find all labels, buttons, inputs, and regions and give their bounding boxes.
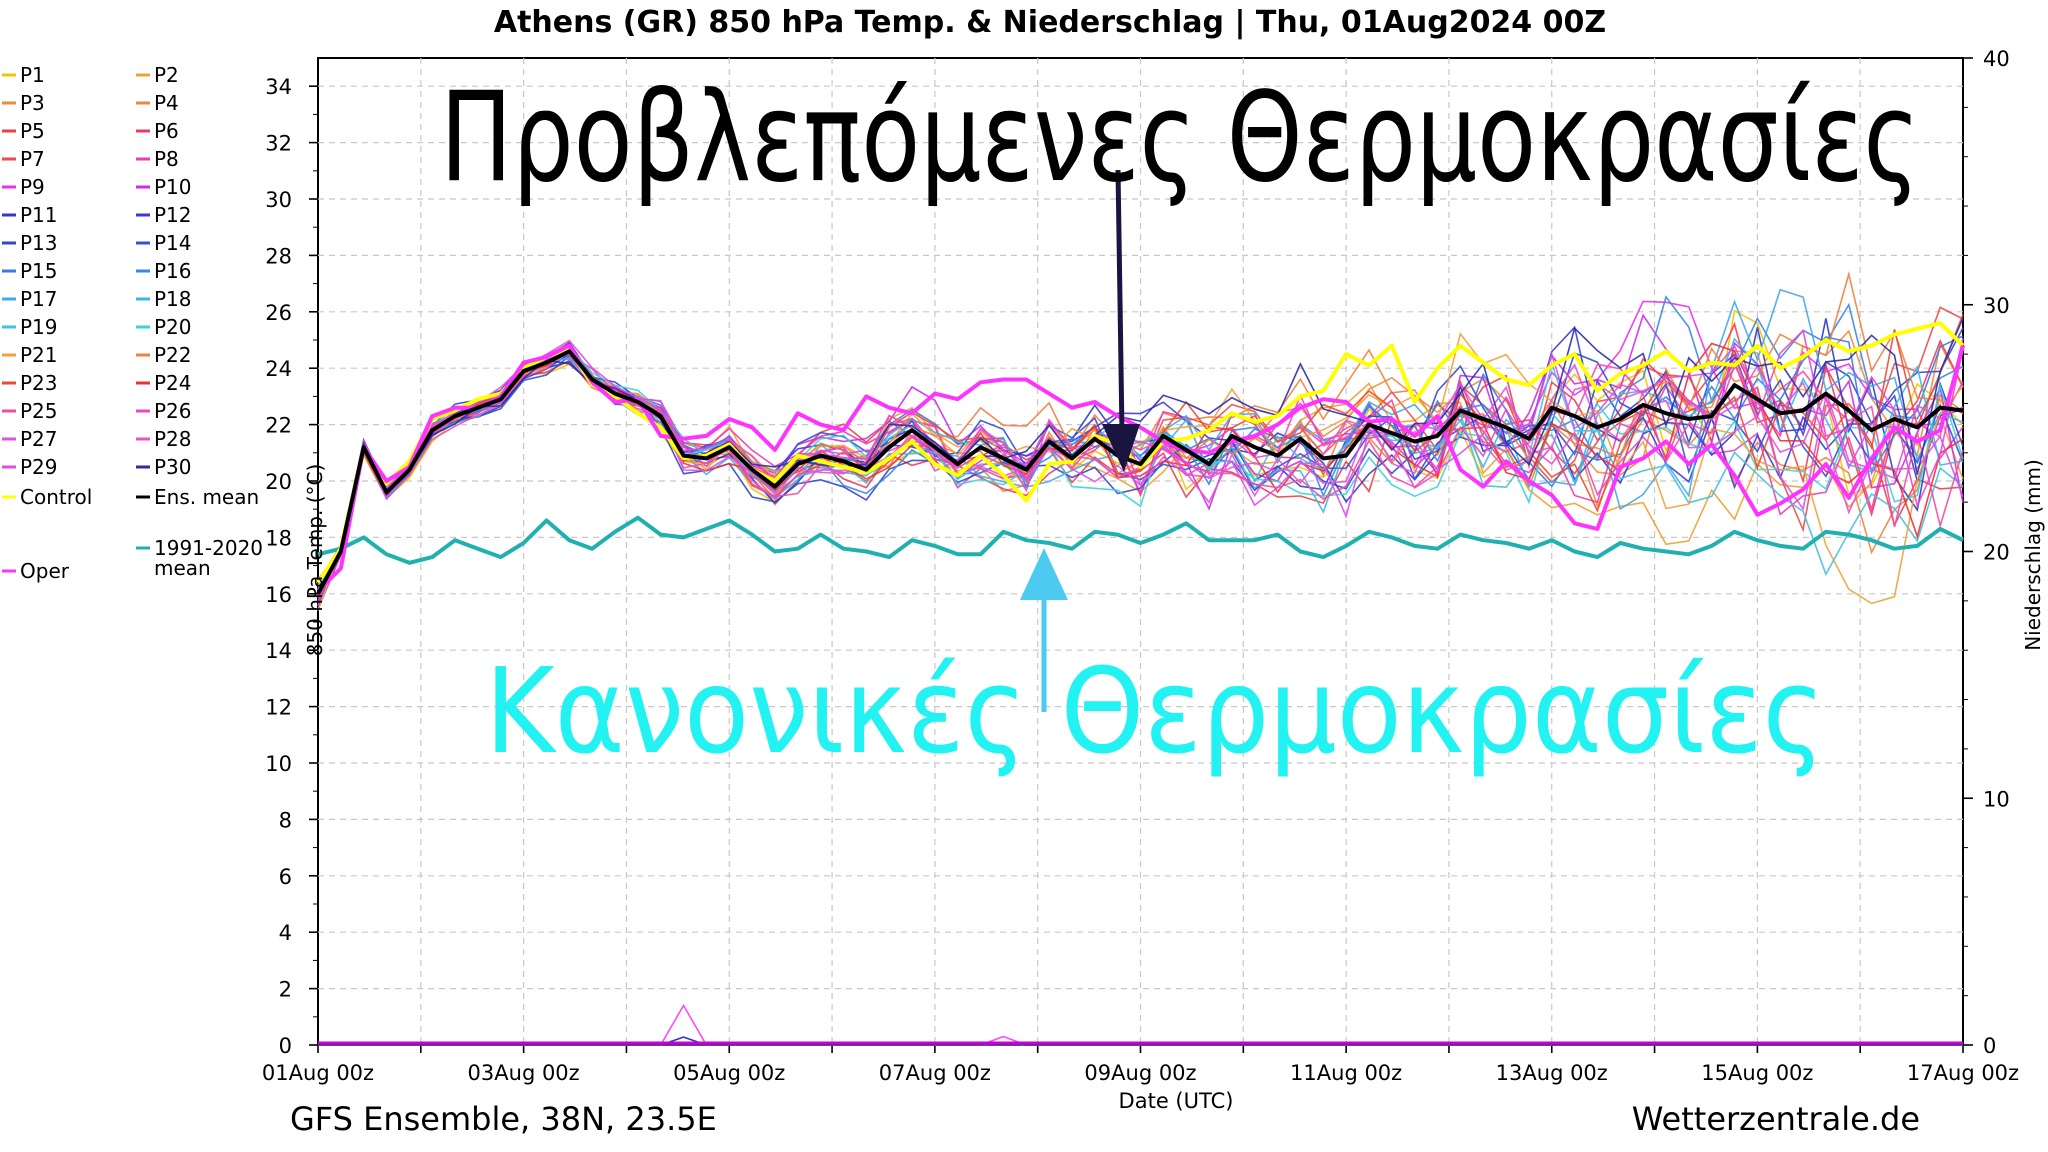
legend-label: P29 xyxy=(20,455,58,479)
plot-area xyxy=(317,57,1964,1046)
legend-label: P25 xyxy=(20,399,58,423)
y-tick-label: 28 xyxy=(265,244,292,268)
legend-label: P28 xyxy=(154,427,192,451)
chart-title: Athens (GR) 850 hPa Temp. & Niederschlag… xyxy=(494,5,1606,40)
legend-label: P11 xyxy=(20,203,58,227)
legend: P1 P2 P3 P4 P5 P6 P7 P8 P9 P10 P11 P12 P13 P14 P15 P16 P… xyxy=(2,63,263,583)
legend-label: P27 xyxy=(20,427,58,451)
y-tick-label: 18 xyxy=(265,526,292,550)
series-line-oper xyxy=(316,343,1965,593)
legend-label: P13 xyxy=(20,231,58,255)
footer-site: Wetterzentrale.de xyxy=(1632,1100,1920,1138)
footer-source: GFS Ensemble, 38N, 23.5E xyxy=(290,1100,717,1138)
legend-label: Oper xyxy=(20,559,70,583)
x-tick-label: 05Aug 00z xyxy=(673,1061,785,1085)
y2-tick-label: 10 xyxy=(1983,787,2010,811)
legend-label: P16 xyxy=(154,259,192,283)
x-tick-label: 09Aug 00z xyxy=(1084,1061,1196,1085)
x-tick-label: 03Aug 00z xyxy=(468,1061,580,1085)
legend-label: P14 xyxy=(154,231,192,255)
legend-label: P3 xyxy=(20,91,45,115)
legend-label: P7 xyxy=(20,147,45,171)
y-tick-label: 8 xyxy=(279,808,292,832)
legend-label: P1 xyxy=(20,63,45,87)
forecast-annotation: Προβλεπόμενες Θερμοκρασίες xyxy=(440,66,1920,210)
x-tick-label: 17Aug 00z xyxy=(1907,1061,2019,1085)
member-line xyxy=(317,345,1964,590)
legend-label: P15 xyxy=(20,259,58,283)
plot-background xyxy=(317,57,1964,1046)
legend-label: P5 xyxy=(20,119,45,143)
legend-label: P2 xyxy=(154,63,179,87)
series-line-ens-mean xyxy=(316,349,1964,595)
y2-axis: 0 10 20 30 40 xyxy=(1963,47,2010,1058)
x-tick-label: 13Aug 00z xyxy=(1496,1061,1608,1085)
y-tick-label: 10 xyxy=(265,752,292,776)
y-tick-label: 2 xyxy=(279,978,292,1002)
forecast-arrow-head xyxy=(1102,424,1140,472)
y2-tick-label: 30 xyxy=(1983,294,2010,318)
y-axis-title: 850 hPa Temp. (°C) xyxy=(303,464,327,657)
y-tick-label: 20 xyxy=(265,470,292,494)
x-tick-label: 07Aug 00z xyxy=(879,1061,991,1085)
normal-arrow-head xyxy=(1020,548,1068,600)
legend-label: P26 xyxy=(154,399,192,423)
y-tick-label: 12 xyxy=(265,696,292,720)
member-line xyxy=(317,339,1964,595)
legend-label: P22 xyxy=(154,343,192,367)
legend-label: Control xyxy=(20,485,92,509)
legend-label: P17 xyxy=(20,287,58,311)
y2-tick-label: 40 xyxy=(1983,47,2010,71)
precip-bump xyxy=(660,1004,708,1046)
legend-label: P6 xyxy=(154,119,179,143)
legend-label: P8 xyxy=(154,147,179,171)
y2-tick-label: 0 xyxy=(1983,1034,1996,1058)
y-tick-label: 14 xyxy=(265,639,292,663)
y-tick-label: 30 xyxy=(265,188,292,212)
legend-label: P24 xyxy=(154,371,192,395)
legend-label: P21 xyxy=(20,343,58,367)
x-tick-label: 11Aug 00z xyxy=(1290,1061,1402,1085)
legend-label: Ens. mean xyxy=(154,485,259,509)
y-tick-label: 16 xyxy=(265,583,292,607)
y2-tick-label: 20 xyxy=(1983,541,2010,565)
legend-label: P4 xyxy=(154,91,179,115)
legend-label: P9 xyxy=(20,175,45,199)
legend-label: P30 xyxy=(154,455,192,479)
x-tick-label: 15Aug 00z xyxy=(1701,1061,1813,1085)
y2-axis-title: Niederschlag (mm) xyxy=(2021,459,2045,651)
y-tick-label: 22 xyxy=(265,414,292,438)
y-tick-label: 26 xyxy=(265,301,292,325)
legend-label: P23 xyxy=(20,371,58,395)
x-axis-title: Date (UTC) xyxy=(1119,1089,1234,1113)
x-tick-label: 01Aug 00z xyxy=(262,1061,374,1085)
legend-label: P18 xyxy=(154,287,192,311)
main-series xyxy=(316,321,1965,595)
legend-label: P19 xyxy=(20,315,58,339)
y-tick-label: 34 xyxy=(265,75,292,99)
precipitation-traces xyxy=(318,1004,1963,1046)
x-axis: 01Aug 00z 03Aug 00z 05Aug 00z 07Aug 00z 09Au… xyxy=(262,1045,2019,1085)
y-tick-label: 0 xyxy=(279,1034,292,1058)
annotations: Προβλεπόμενες Θερμοκρασίες Κανονικές Θερ… xyxy=(440,66,1920,780)
legend-label: mean xyxy=(154,556,211,580)
y-tick-label: 24 xyxy=(265,357,292,381)
series-line-control xyxy=(316,321,1965,584)
y-tick-label: 32 xyxy=(265,132,292,156)
legend-label: 1991-2020 xyxy=(154,536,263,560)
series-line-1991-2020-mean xyxy=(317,515,1964,565)
y-tick-label: 4 xyxy=(279,921,292,945)
legend-label: P12 xyxy=(154,203,192,227)
legend-label: P20 xyxy=(154,315,192,339)
legend-label: P10 xyxy=(154,175,192,199)
forecast-arrow-shaft xyxy=(1115,169,1125,433)
y-tick-label: 6 xyxy=(279,865,292,889)
normal-annotation: Κανονικές Θερμοκρασίες xyxy=(485,642,1825,780)
